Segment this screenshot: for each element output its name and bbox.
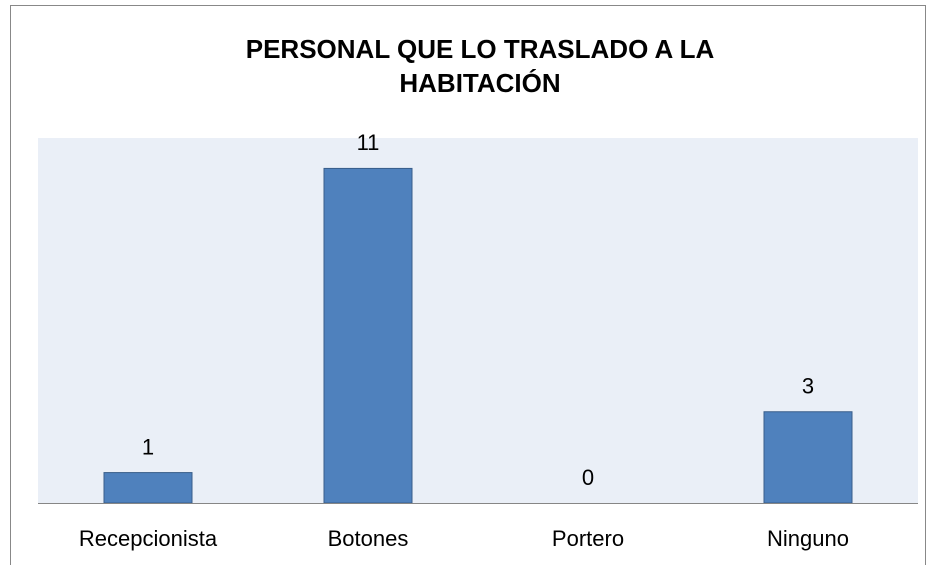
data-label: 3 — [802, 374, 814, 399]
bar — [103, 472, 193, 504]
chart-title: PERSONAL QUE LO TRASLADO A LA HABITACIÓN — [245, 34, 715, 98]
data-label: 11 — [357, 130, 380, 155]
bar — [323, 167, 413, 504]
chart-frame — [10, 5, 926, 565]
data-label: 0 — [582, 465, 594, 490]
x-tick-label: Portero — [552, 526, 624, 551]
bar — [763, 411, 853, 504]
x-tick-label: Recepcionista — [79, 526, 218, 551]
marks: Recepcionista 1 Botones 11 Portero 0 Ninguno 3 — [79, 130, 853, 551]
x-tick-label: Botones — [328, 526, 409, 551]
data-label: 1 — [142, 434, 154, 459]
x-tick-label: Ninguno — [767, 526, 849, 551]
